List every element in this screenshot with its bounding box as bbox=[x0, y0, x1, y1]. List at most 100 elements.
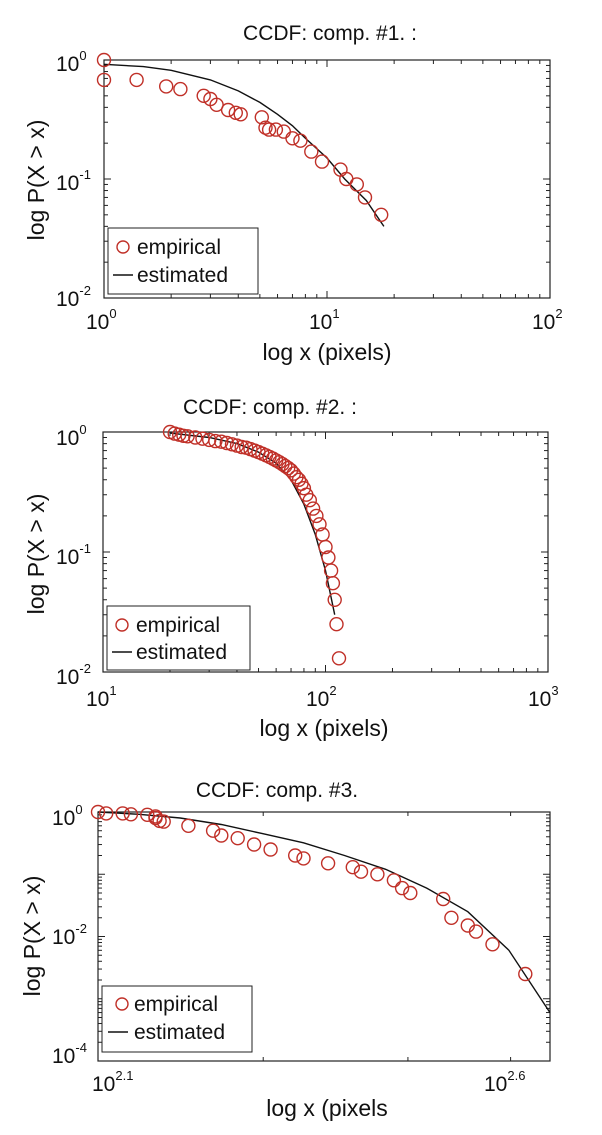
empirical-point bbox=[374, 207, 389, 223]
empirical-point bbox=[325, 576, 341, 591]
empirical-point bbox=[158, 79, 174, 94]
empirical-point bbox=[140, 807, 155, 822]
empirical-point bbox=[209, 97, 224, 113]
empirical-point bbox=[196, 88, 211, 104]
empirical-point bbox=[214, 828, 229, 843]
empirical-point bbox=[288, 848, 303, 863]
empirical-point bbox=[230, 831, 245, 846]
panel-3: CCDF: comp. #3. 100 10-2 10-4 102.1 102.… bbox=[19, 779, 551, 1121]
empirical-point bbox=[436, 891, 451, 907]
panel-3-x-tick-label: 102.6 bbox=[484, 1068, 525, 1096]
panel-1-y-axis-label: log P(X > x) bbox=[23, 120, 49, 241]
panel-1-x-axis-label: log x (pixels) bbox=[262, 339, 391, 365]
panel-1-legend-label-estimated: estimated bbox=[137, 264, 228, 287]
panel-2-estimated-line bbox=[169, 432, 336, 615]
empirical-point bbox=[214, 434, 229, 449]
empirical-point bbox=[320, 856, 336, 871]
panel-3-legend-box bbox=[101, 985, 253, 1053]
panel-3-legend: empirical estimated bbox=[101, 985, 253, 1053]
empirical-point bbox=[148, 810, 163, 826]
panel-2-empirical-points bbox=[162, 424, 347, 666]
empirical-point bbox=[254, 110, 269, 125]
panel-1-legend-label-empirical: empirical bbox=[137, 236, 221, 259]
panel-1-legend-box bbox=[107, 227, 259, 295]
panel-2-legend: empirical estimated bbox=[106, 605, 251, 671]
empirical-point bbox=[220, 102, 236, 118]
panel-2-y-tick-label: 100 bbox=[56, 422, 87, 450]
panel-2-legend-marker-empirical bbox=[115, 618, 129, 632]
panel-1-tick-marks bbox=[103, 60, 550, 299]
panel-3-x-tick-label: 102.1 bbox=[92, 1068, 133, 1096]
empirical-point bbox=[349, 177, 364, 192]
empirical-point bbox=[327, 592, 342, 607]
empirical-point bbox=[329, 617, 344, 632]
panel-1-title: CCDF: comp. #1. : bbox=[243, 22, 417, 45]
empirical-point bbox=[468, 924, 484, 939]
empirical-point bbox=[296, 481, 312, 496]
empirical-point bbox=[370, 867, 385, 882]
panel-2-y-axis-label: log P(X > x) bbox=[23, 494, 49, 615]
empirical-point bbox=[123, 807, 139, 822]
panel-1-x-tick-label: 100 bbox=[86, 306, 117, 334]
empirical-point bbox=[296, 851, 311, 866]
panel-3-y-tick-label: 100 bbox=[52, 802, 83, 830]
panel-1-estimated-line bbox=[103, 63, 385, 227]
panel-1-y-tick-label: 10-1 bbox=[56, 167, 91, 195]
panel-2-y-tick-label: 10-1 bbox=[56, 541, 91, 569]
empirical-point bbox=[394, 880, 410, 896]
empirical-point bbox=[312, 517, 327, 532]
panel-1-empirical-points bbox=[96, 52, 389, 223]
panel-2-x-axis-label: log x (pixels) bbox=[259, 715, 388, 741]
empirical-point bbox=[176, 428, 191, 443]
panel-3-legend-marker-empirical bbox=[115, 997, 129, 1011]
panel-1-x-tick-label: 102 bbox=[532, 306, 563, 334]
panel-3-legend-label-estimated: estimated bbox=[134, 1021, 225, 1044]
empirical-point bbox=[314, 154, 330, 169]
empirical-point bbox=[345, 860, 360, 875]
panel-1-legend-marker-empirical bbox=[116, 240, 130, 254]
empirical-point bbox=[318, 539, 333, 555]
empirical-point bbox=[263, 842, 278, 857]
empirical-point bbox=[261, 122, 277, 137]
panel-2-x-tick-label: 103 bbox=[528, 683, 559, 711]
empirical-point bbox=[233, 107, 248, 122]
panel-3-estimated-line bbox=[97, 811, 551, 1013]
empirical-point bbox=[98, 806, 114, 821]
empirical-point bbox=[518, 966, 533, 982]
empirical-point bbox=[219, 435, 235, 451]
empirical-point bbox=[485, 937, 500, 952]
empirical-point bbox=[224, 437, 240, 452]
panel-2-legend-label-empirical: empirical bbox=[136, 614, 220, 637]
panel-1-y-tick-label: 100 bbox=[56, 48, 87, 76]
empirical-point bbox=[309, 508, 324, 524]
empirical-point bbox=[181, 818, 196, 833]
empirical-point bbox=[96, 72, 112, 88]
empirical-point bbox=[188, 430, 203, 445]
empirical-point bbox=[234, 439, 249, 455]
empirical-point bbox=[444, 910, 459, 925]
empirical-point bbox=[291, 472, 307, 487]
panel-2-x-tick-label: 102 bbox=[306, 683, 337, 711]
panel-3-title: CCDF: comp. #3. bbox=[196, 779, 358, 802]
empirical-point bbox=[129, 72, 144, 88]
empirical-point bbox=[403, 885, 418, 901]
panel-1: CCDF: comp. #1. : 100 10-1 10-2 100 101 … bbox=[23, 22, 563, 365]
empirical-point bbox=[281, 460, 296, 476]
panel-2: CCDF: comp. #2. : 100 10-1 10-2 101 102 … bbox=[23, 396, 559, 741]
empirical-point bbox=[205, 823, 221, 838]
panel-1-legend: empirical estimated bbox=[107, 227, 259, 295]
empirical-point bbox=[293, 133, 308, 148]
panel-2-x-tick-label: 101 bbox=[86, 683, 117, 711]
empirical-point bbox=[208, 433, 223, 449]
panel-2-legend-label-estimated: estimated bbox=[136, 641, 227, 664]
empirical-point bbox=[305, 501, 321, 516]
panel-3-y-axis-label: log P(X > x) bbox=[19, 876, 45, 997]
panel-3-legend-label-empirical: empirical bbox=[134, 993, 218, 1016]
empirical-point bbox=[180, 429, 195, 444]
empirical-point bbox=[268, 122, 284, 137]
panel-2-y-tick-label: 10-2 bbox=[56, 661, 91, 689]
panel-1-x-tick-label: 101 bbox=[309, 306, 340, 334]
panel-2-legend-box bbox=[106, 605, 251, 671]
panel-1-y-tick-label: 10-2 bbox=[56, 283, 91, 311]
